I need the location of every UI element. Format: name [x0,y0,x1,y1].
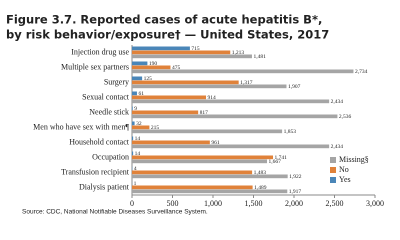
x-tick-label: 3,000 [366,199,384,208]
value-label: 2,434 [331,99,344,105]
bar [132,106,133,111]
bar [132,80,239,85]
bar [132,136,134,141]
y-tick-label: Needle stick [89,107,129,116]
bar [132,46,190,51]
chart: Figure 3.7. Reported cases of acute hepa… [6,13,384,216]
y-tick-label: Transfusion recipient [61,167,130,176]
value-label: 1,853 [284,129,297,135]
value-label: 1,213 [232,50,245,56]
legend-label: Yes [339,175,351,184]
value-label: 1,917 [289,189,302,195]
x-tick-label: 1,000 [204,199,222,208]
bar [132,50,231,55]
chart-title: Figure 3.7. Reported cases of acute hepa… [6,13,322,27]
legend-swatch [330,167,336,173]
value-label: 14 [135,151,141,157]
y-tick-label: Multiple sex partners [61,62,129,71]
value-label: 14 [135,136,141,142]
value-label: 1,489 [254,185,267,191]
x-tick-label: 2,500 [326,199,344,208]
bar [132,140,210,145]
value-label: 715 [191,46,200,52]
value-label: 1,481 [253,54,266,60]
bar [132,144,330,149]
legend-label: No [339,165,349,174]
x-tick-label: 1,500 [245,199,263,208]
source: Source: CDC, National Notifiable Disease… [22,209,208,216]
y-tick-label: Sexual contact [82,92,130,101]
value-label: 1,922 [289,174,302,180]
bar [132,99,330,104]
bar [132,129,283,134]
value-label: 9 [134,106,137,112]
bar [132,76,143,81]
value-label: 215 [151,125,160,131]
bar [132,114,338,119]
bar [132,91,137,96]
legend-swatch [330,157,336,163]
bar [132,189,288,194]
bar [132,159,268,164]
value-label: 817 [200,110,209,116]
x-tick-label: 2,000 [285,199,303,208]
y-tick-label: Household contact [69,137,130,146]
bar [132,185,253,190]
y-tick-label: Dialysis patient [79,182,130,191]
bar [132,121,135,126]
bar [132,95,207,100]
value-label: 2,536 [339,114,352,120]
value-label: 2,734 [355,69,368,75]
value-label: 1,741 [275,155,288,161]
value-label: 961 [211,140,220,146]
bar [132,84,287,89]
x-tick-label: 0 [130,199,134,208]
value-label: 2,434 [331,144,344,150]
value-label: 4 [134,166,137,172]
legend-label: Missing§ [339,155,369,164]
legend-swatch [330,177,336,183]
bar [132,65,171,70]
bar [132,61,148,66]
y-tick-label: Occupation [92,152,129,161]
chart-title: by risk behavior/exposure† — United Stat… [6,28,329,42]
bar [132,110,199,115]
value-label: 1,317 [240,80,253,86]
value-label: 61 [138,91,144,97]
value-label: 190 [149,61,158,67]
value-label: 914 [208,95,217,101]
y-tick-label: Surgery [104,77,129,86]
y-tick-label: Injection drug use [71,47,129,56]
bar [132,155,274,160]
bar [132,170,253,175]
bar [132,69,354,74]
value-label: 1,483 [254,170,267,176]
x-tick-label: 500 [167,199,179,208]
value-label: 1,907 [288,84,301,90]
value-label: 1 [134,181,137,187]
value-label: 32 [136,121,142,127]
bar [132,125,150,130]
y-tick-label: Men who have sex with men¶ [33,122,129,131]
bar [132,151,134,156]
value-label: 1,667 [269,159,282,165]
value-label: 125 [144,76,153,82]
bar [132,54,252,59]
value-label: 475 [172,65,181,71]
bar [132,174,288,179]
